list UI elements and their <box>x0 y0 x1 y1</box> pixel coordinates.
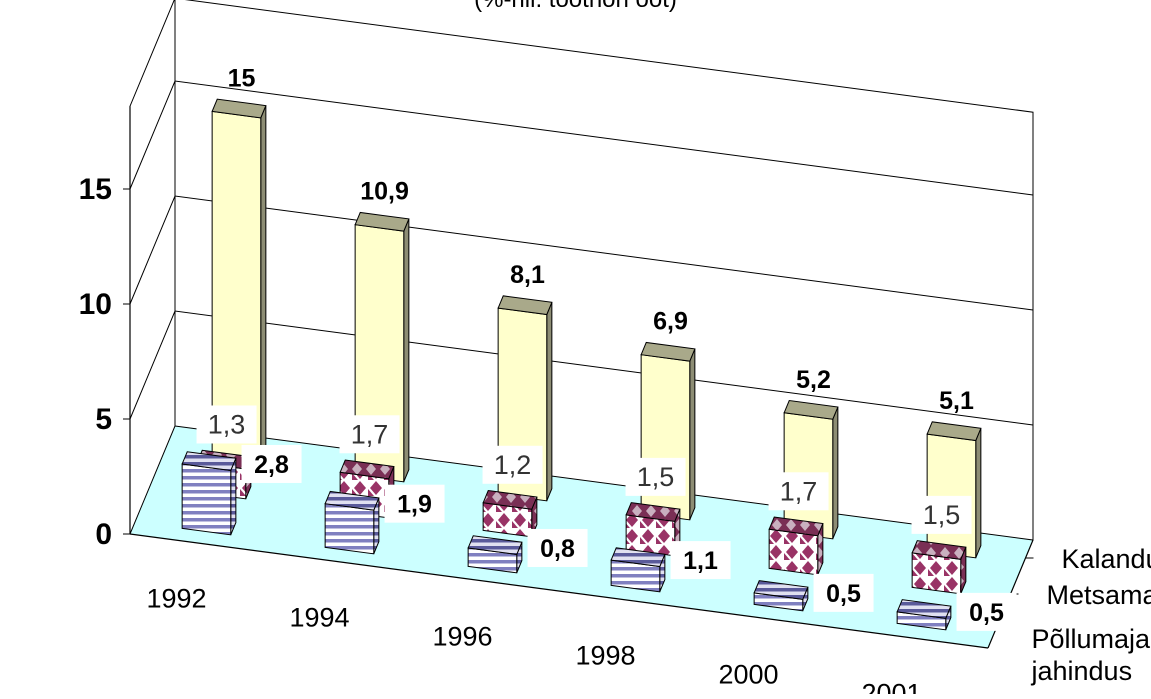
bar <box>611 548 665 592</box>
data-label: 1,9 <box>397 491 432 519</box>
data-label: 1,1 <box>683 547 718 575</box>
x-tick-label: 1998 <box>575 641 635 671</box>
data-label: 0,5 <box>969 599 1004 627</box>
data-label: 6,9 <box>653 308 688 336</box>
x-tick-label: 2000 <box>718 660 778 690</box>
x-tick-label: 1992 <box>146 584 206 614</box>
data-label: 2,8 <box>254 451 289 479</box>
series-legend-label: Põllumajandus, <box>1032 624 1151 654</box>
bar <box>182 452 236 535</box>
y-tick-label: 5 <box>95 403 112 436</box>
y-tick-label: 0 <box>95 518 112 551</box>
data-label: 10,9 <box>360 178 409 206</box>
bar <box>325 491 379 553</box>
x-tick-label: 1996 <box>432 622 492 652</box>
data-label: 5,1 <box>939 387 974 415</box>
x-tick-label: 1994 <box>289 603 349 633</box>
bar-front <box>325 504 374 554</box>
data-label: 15 <box>228 64 256 92</box>
series-legend-label: jahindus <box>1031 656 1133 686</box>
bar-front <box>182 464 231 535</box>
bar-side <box>261 106 266 463</box>
series-legend-label: Kalandus <box>1062 544 1151 574</box>
data-label: 1,7 <box>351 419 389 449</box>
data-label: 1,5 <box>923 500 961 530</box>
x-tick-label: 2001 <box>861 679 921 695</box>
bar <box>912 541 966 594</box>
data-label: 0,8 <box>540 535 575 563</box>
data-label: 1,3 <box>208 409 246 439</box>
bar-front <box>769 529 818 575</box>
data-label: 5,2 <box>796 366 831 394</box>
bar-front <box>912 553 961 594</box>
bar-side <box>547 302 552 501</box>
y-tick-label: 10 <box>79 288 112 321</box>
bar-side <box>833 407 838 539</box>
bar-side <box>404 219 409 482</box>
series-legend-label: Metsamajandus <box>1047 580 1151 610</box>
bar <box>784 401 838 539</box>
chart-subtitle: (%-nii. töötnon oot) <box>0 0 1151 14</box>
bar <box>769 517 823 575</box>
bar-side <box>690 349 695 520</box>
data-label: 0,5 <box>826 580 861 608</box>
bar-side <box>976 428 981 558</box>
bar <box>468 536 522 573</box>
data-label: 1,5 <box>637 462 675 492</box>
data-label: 1,2 <box>494 450 532 480</box>
data-label: 1,7 <box>780 476 818 506</box>
data-label: 8,1 <box>510 261 545 289</box>
bar <box>927 422 981 558</box>
y-tick-label: 15 <box>79 173 112 206</box>
